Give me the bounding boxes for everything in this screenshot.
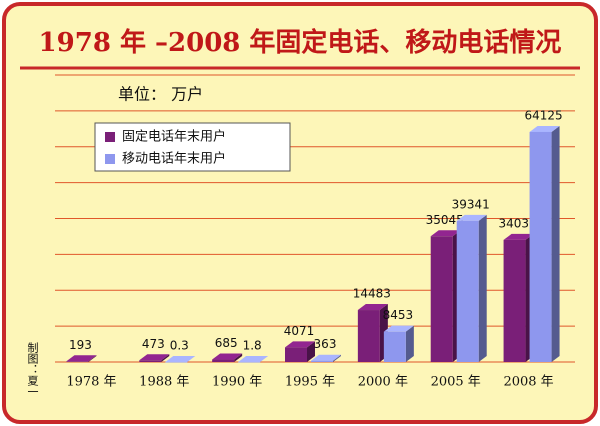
data-label: 1.8	[243, 338, 262, 352]
bar-top	[285, 341, 315, 348]
bar	[66, 355, 97, 362]
bar-top	[529, 125, 560, 132]
bar-top	[383, 325, 414, 332]
data-label: 35045	[426, 213, 464, 227]
legend-box	[94, 122, 291, 172]
bar-front	[357, 310, 380, 362]
bar-front	[503, 239, 526, 362]
data-label: 39341	[452, 197, 490, 211]
bar-front	[165, 361, 188, 363]
x-tick-label: 1995 年	[285, 375, 335, 390]
x-tick-label: 2008 年	[503, 375, 553, 390]
bar-top	[212, 353, 243, 360]
bar-side	[260, 355, 269, 362]
bar	[212, 353, 243, 362]
bar	[139, 354, 170, 362]
bar-front	[212, 359, 235, 362]
x-tick-label: 2005 年	[431, 375, 481, 390]
bar-side	[187, 355, 196, 362]
bar-front	[66, 361, 89, 362]
data-label: 64125	[524, 108, 562, 122]
bar-side	[234, 353, 243, 362]
bar	[456, 214, 487, 362]
bar-side	[88, 355, 97, 362]
data-label: 0.3	[170, 338, 189, 352]
credit: 制图：夏一	[26, 342, 39, 397]
bar-top	[430, 230, 461, 237]
data-label: 34036	[498, 216, 536, 230]
bar-front	[383, 331, 406, 362]
x-tick-label: 2000 年	[358, 375, 408, 390]
bar-front	[456, 220, 479, 362]
bar-top	[165, 355, 196, 362]
bar	[311, 354, 341, 362]
bar	[430, 230, 461, 362]
legend-swatch	[105, 154, 115, 164]
data-label: 473	[142, 337, 165, 351]
bar-side	[333, 354, 341, 362]
bar-top	[357, 304, 388, 311]
bar-front	[139, 360, 162, 362]
bar	[383, 325, 414, 362]
bar-side	[551, 125, 560, 362]
unit-label: 单位： 万户	[118, 85, 203, 104]
bar-side	[161, 354, 170, 362]
bar	[285, 341, 315, 362]
bar-top	[139, 354, 170, 361]
data-label: 685	[215, 336, 238, 350]
bar	[529, 125, 560, 362]
data-label: 8453	[383, 308, 414, 322]
bar-side	[405, 325, 414, 362]
legend-swatch	[105, 132, 115, 142]
bar-top	[311, 354, 341, 361]
data-label: 14483	[353, 287, 391, 301]
bar-side	[478, 214, 487, 362]
data-label: 193	[69, 338, 92, 352]
data-label: 363	[314, 337, 337, 351]
bar-side	[307, 341, 315, 362]
x-tick-label: 1978 年	[66, 375, 116, 390]
bar-front	[285, 347, 307, 362]
bar-front	[529, 131, 552, 362]
bar-top	[66, 355, 97, 362]
chart-title: 1978 年 –2008 年固定电话、移动电话情况	[39, 27, 562, 58]
bar-front	[430, 236, 453, 362]
legend-label: 移动电话年末用户	[122, 151, 226, 167]
bar-top	[456, 214, 487, 221]
bar-front	[238, 361, 261, 363]
bar	[238, 355, 269, 363]
x-tick-label: 1990 年	[212, 375, 262, 390]
bar-front	[311, 360, 333, 362]
bar	[165, 355, 196, 363]
bar	[503, 233, 534, 362]
bar-top	[503, 233, 534, 240]
data-label: 4071	[284, 324, 315, 338]
legend-label: 固定电话年末用户	[122, 129, 226, 145]
bar-top	[238, 355, 269, 362]
x-tick-label: 1988 年	[139, 375, 189, 390]
